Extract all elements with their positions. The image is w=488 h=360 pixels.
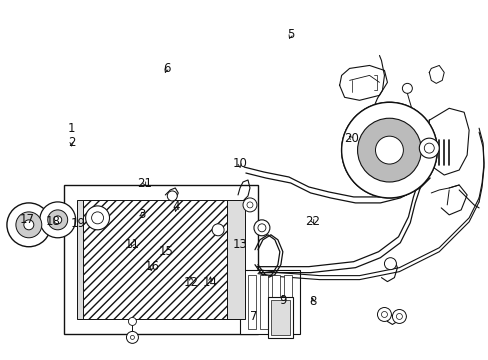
Text: 6: 6 — [163, 62, 170, 75]
Circle shape — [7, 203, 51, 247]
Circle shape — [392, 310, 406, 323]
Text: 9: 9 — [279, 294, 286, 307]
Text: 7: 7 — [250, 310, 258, 323]
Text: 22: 22 — [305, 215, 320, 228]
Bar — [226, 200, 244, 319]
Circle shape — [375, 136, 403, 164]
Circle shape — [167, 191, 177, 201]
Circle shape — [243, 198, 256, 212]
Text: 16: 16 — [144, 260, 159, 273]
Bar — [247, 275, 255, 329]
Circle shape — [424, 143, 433, 153]
Text: 3: 3 — [138, 208, 145, 221]
Circle shape — [381, 311, 386, 318]
Circle shape — [377, 307, 390, 321]
Text: 2: 2 — [68, 136, 75, 149]
Text: 19: 19 — [70, 216, 85, 230]
Text: 14: 14 — [203, 276, 218, 289]
Circle shape — [357, 118, 421, 182]
Text: 8: 8 — [308, 296, 316, 309]
Circle shape — [396, 314, 402, 319]
Polygon shape — [339, 66, 386, 100]
Bar — [240, 270, 299, 334]
Text: 13: 13 — [232, 238, 246, 251]
Circle shape — [48, 210, 67, 230]
Text: 1: 1 — [68, 122, 75, 135]
Bar — [270, 300, 289, 336]
Text: 12: 12 — [183, 276, 198, 289]
Text: 15: 15 — [159, 245, 174, 258]
Circle shape — [130, 336, 134, 339]
Text: 11: 11 — [125, 238, 140, 251]
Circle shape — [126, 332, 138, 343]
Circle shape — [54, 216, 61, 224]
Polygon shape — [428, 108, 468, 175]
Bar — [82, 200, 226, 319]
Text: 20: 20 — [344, 132, 358, 145]
Circle shape — [16, 212, 41, 238]
Circle shape — [85, 206, 109, 230]
Circle shape — [384, 258, 396, 270]
Bar — [267, 297, 292, 338]
Circle shape — [246, 202, 252, 208]
Circle shape — [128, 318, 136, 325]
Circle shape — [419, 138, 438, 158]
Circle shape — [91, 212, 103, 224]
Text: 17: 17 — [19, 213, 34, 226]
Bar — [283, 275, 291, 329]
Bar — [271, 275, 279, 329]
Text: 18: 18 — [46, 215, 61, 228]
Bar — [77, 200, 82, 319]
Text: 4: 4 — [172, 201, 180, 213]
Circle shape — [402, 84, 411, 93]
Bar — [260, 275, 267, 329]
Circle shape — [253, 220, 269, 236]
Text: 10: 10 — [232, 157, 246, 170]
Polygon shape — [428, 66, 443, 84]
Circle shape — [212, 224, 224, 236]
Circle shape — [24, 220, 34, 230]
Circle shape — [40, 202, 76, 238]
Circle shape — [341, 102, 436, 198]
Bar — [63, 185, 258, 334]
Circle shape — [258, 224, 265, 232]
Circle shape — [341, 102, 436, 198]
Text: 5: 5 — [286, 28, 294, 41]
Text: 21: 21 — [137, 177, 152, 190]
